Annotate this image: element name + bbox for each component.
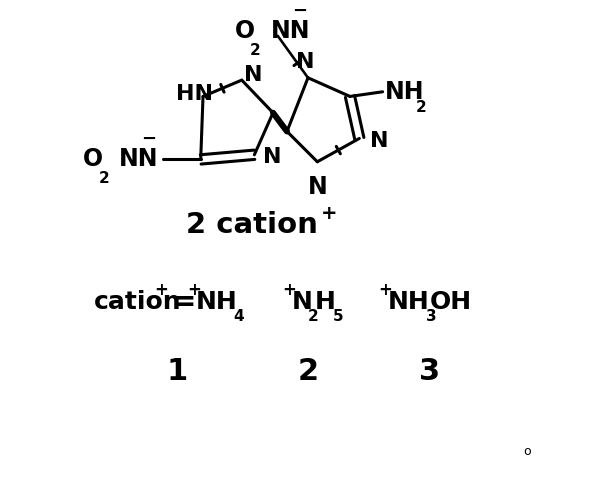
Text: N: N	[244, 65, 262, 84]
Text: N: N	[370, 131, 388, 151]
Text: N: N	[296, 52, 315, 72]
Text: −: −	[293, 1, 307, 20]
Text: H: H	[315, 290, 336, 314]
Text: 3: 3	[426, 309, 436, 324]
Text: N: N	[291, 290, 312, 314]
Text: O: O	[235, 19, 255, 43]
Text: 2: 2	[250, 43, 261, 58]
Text: 2 cation: 2 cation	[186, 211, 318, 239]
Text: −: −	[141, 130, 156, 148]
Text: 4: 4	[233, 309, 244, 324]
Text: +: +	[282, 281, 296, 299]
Text: 3: 3	[419, 357, 440, 386]
Text: 2: 2	[298, 357, 318, 386]
Text: NH: NH	[385, 80, 424, 104]
Text: NH: NH	[196, 290, 238, 314]
Text: 2: 2	[415, 100, 426, 115]
Text: 1: 1	[167, 357, 188, 386]
Text: N: N	[307, 175, 327, 199]
Text: NN: NN	[270, 19, 310, 43]
Text: OH: OH	[430, 290, 472, 314]
Text: +: +	[378, 281, 392, 299]
Text: +: +	[154, 281, 168, 299]
Text: +: +	[187, 281, 201, 299]
Text: cation: cation	[94, 290, 181, 314]
Text: O: O	[83, 148, 103, 171]
Text: =: =	[172, 288, 196, 316]
Text: 5: 5	[333, 309, 343, 324]
Text: NH: NH	[387, 290, 429, 314]
Text: NN: NN	[119, 148, 158, 171]
Text: 2: 2	[308, 309, 318, 324]
Text: +: +	[321, 204, 337, 223]
Text: 2: 2	[99, 171, 109, 186]
Text: HN: HN	[176, 84, 213, 104]
Text: N: N	[263, 147, 282, 167]
Text: o: o	[524, 445, 531, 457]
